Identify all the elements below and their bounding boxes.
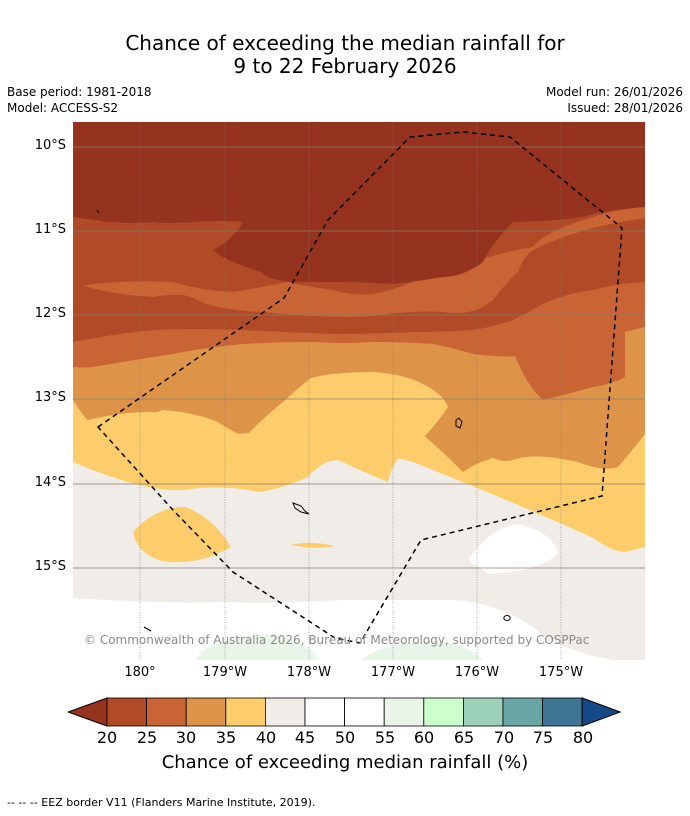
colorbar-segment [106, 697, 147, 727]
zone-35-40-blob-sw [133, 507, 231, 563]
colorbar-segment [423, 697, 464, 727]
graticule-parallels [73, 146, 645, 569]
zone-40-45-center [341, 532, 407, 542]
zone-25-30-east [473, 282, 645, 400]
island-south [503, 615, 511, 621]
colorbar-segment [225, 697, 266, 727]
colorbar-tick: 65 [453, 728, 475, 747]
issued-date: Issued: 28/01/2026 [567, 101, 683, 115]
zone-55-60-right [361, 641, 483, 660]
colorbar-segment [344, 697, 385, 727]
colorbar-segment [502, 697, 543, 727]
lat-label: 13°S [34, 390, 66, 405]
colorbar-tick: 70 [493, 728, 515, 747]
colorbar-tick: 35 [215, 728, 237, 747]
lon-label: 180° [124, 665, 156, 680]
map-copyright: © Commonwealth of Australia 2026, Bureau… [84, 633, 590, 647]
model-run: Model run: 26/01/2026 [545, 85, 683, 99]
graticule-meridians [139, 122, 562, 660]
colorbar-tick: 30 [175, 728, 197, 747]
lat-label: 15°S [34, 559, 66, 574]
title-line-2: 9 to 22 February 2026 [233, 54, 457, 78]
colorbar-segment [146, 697, 187, 727]
colorbar-segment [304, 697, 345, 727]
lat-label: 12°S [34, 306, 66, 321]
colorbar-segment [264, 697, 306, 727]
base-period: Base period: 1981-2018 [7, 85, 152, 99]
colorbar-tick: 75 [532, 728, 554, 747]
zone-45-55-east [468, 524, 558, 574]
zone-55-60-left [195, 634, 318, 660]
zone-lt20 [73, 122, 645, 284]
colorbar-segment [462, 697, 504, 727]
colorbar-segment [542, 697, 583, 727]
colorbar-extend-low [68, 697, 108, 727]
island-east [455, 417, 463, 429]
colorbar-label: Chance of exceeding median rainfall (%) [161, 752, 529, 773]
island-north [96, 209, 100, 214]
lon-label: 176°W [454, 665, 500, 680]
colorbar-tick: 40 [255, 728, 277, 747]
zone-35-40-blob-s [291, 542, 335, 548]
lat-label: 10°S [34, 138, 66, 153]
model-name: Model: ACCESS-S2 [7, 101, 119, 115]
zone-35-40-core [73, 372, 448, 492]
colorbar [68, 697, 622, 727]
lon-label: 178°W [286, 665, 332, 680]
colorbar-segment [383, 697, 425, 727]
lon-label: 175°W [538, 665, 584, 680]
rainfall-map [73, 122, 645, 660]
lon-label: 177°W [370, 665, 416, 680]
eez-border [96, 131, 623, 644]
lat-label: 14°S [34, 475, 66, 490]
colorbar-tick: 80 [572, 728, 594, 747]
island-central [292, 502, 310, 515]
colorbar-tick: 60 [413, 728, 435, 747]
title-line-1: Chance of exceeding the median rainfall … [125, 31, 565, 55]
colorbar-extend-high [581, 697, 622, 727]
zone-20-25-fix [73, 218, 645, 342]
eez-legend: -- -- -- EEZ border V11 (Flanders Marine… [7, 796, 316, 809]
colorbar-tick: 20 [96, 728, 118, 747]
colorbar-tick: 25 [136, 728, 158, 747]
colorbar-tick: 50 [334, 728, 356, 747]
lon-label: 179°W [202, 665, 248, 680]
lat-label: 11°S [34, 222, 66, 237]
island-southwest [143, 626, 152, 632]
colorbar-tick: 55 [374, 728, 396, 747]
colorbar-tick: 45 [294, 728, 316, 747]
colorbar-segment [185, 697, 227, 727]
